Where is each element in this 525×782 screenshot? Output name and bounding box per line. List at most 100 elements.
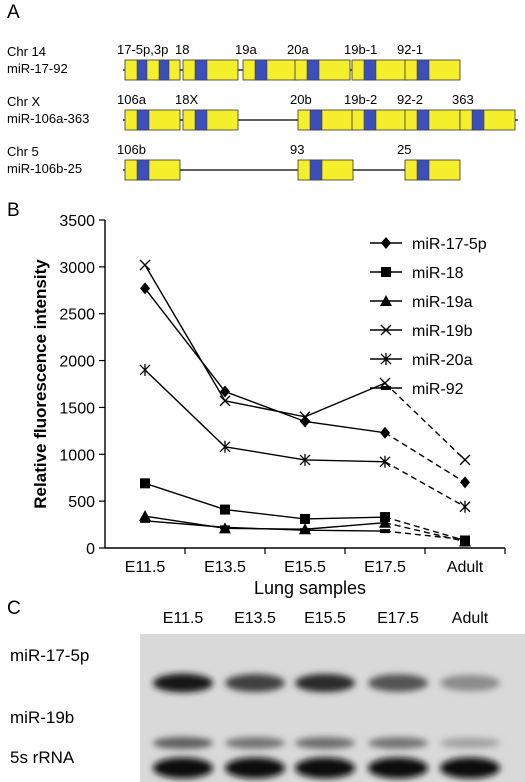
series-line-dashed [384, 461, 466, 508]
precursor-box [297, 109, 354, 131]
x-tick-label: E17.5 [364, 559, 406, 576]
y-tick-label: 3000 [59, 260, 95, 277]
x-marker [299, 411, 311, 423]
precursor-box [351, 109, 408, 131]
diamond-marker [381, 237, 391, 249]
y-tick-label: 1500 [59, 400, 95, 417]
series-line-dashed [384, 432, 466, 483]
legend-label: miR-92 [412, 381, 464, 398]
mature-region [254, 59, 268, 81]
gene-label: 17-5p,3p [117, 42, 168, 57]
y-tick-label: 2500 [59, 307, 95, 324]
panel-b-letter: B [7, 200, 20, 221]
blot-band [295, 673, 355, 693]
northern-blot-panel: E11.5 E13.5 E15.5 E17.5 Adult miR-17-5p miR-19… [0, 598, 525, 782]
mature-region [194, 59, 208, 81]
cluster-name: miR-106a-363 [7, 111, 90, 126]
chromosome-label: Chr 5 [7, 144, 39, 159]
mature-region [309, 159, 323, 181]
mature-region [416, 159, 430, 181]
gene-label: 19b-1 [344, 42, 377, 57]
blot-band [225, 737, 285, 749]
series-line [144, 264, 386, 418]
blot-band [153, 736, 213, 750]
star-marker [219, 440, 231, 453]
mature-region [416, 109, 430, 131]
mature-region [194, 109, 208, 131]
precursor-box [404, 159, 461, 181]
dash-marker [140, 518, 150, 523]
blot-image [140, 634, 525, 782]
blot-row-label: miR-17-5p [10, 646, 90, 665]
triangle-marker [380, 295, 392, 306]
square-marker [300, 513, 310, 524]
gene-label: 106b [117, 142, 146, 157]
y-tick-label: 2000 [59, 354, 95, 371]
series-miR-19b [139, 259, 471, 466]
blot-band [225, 757, 285, 779]
series-line-dashed [384, 530, 466, 541]
precursor-box [124, 159, 181, 181]
gene-label: 92-1 [397, 42, 423, 57]
x-axis-label: Lung samples [254, 578, 366, 598]
blot-band [153, 757, 213, 779]
blot-band [295, 757, 355, 779]
cluster-name: miR-17-92 [7, 61, 68, 76]
gene-label: 18 [175, 42, 189, 57]
precursor-box [124, 109, 181, 131]
mature-region [416, 59, 430, 81]
legend-label: miR-19a [412, 294, 473, 311]
mature-region [363, 59, 377, 81]
square-marker [140, 478, 150, 489]
gene-label: 106a [117, 92, 147, 107]
x-tick-label: E13.5 [204, 559, 246, 576]
blot-band [225, 674, 285, 692]
precursor-box [242, 59, 299, 81]
cluster-label: Chr X miR-106a-363 [7, 93, 89, 127]
membrane [140, 634, 525, 782]
mature-region [306, 59, 320, 81]
precursor-box [182, 59, 239, 81]
blot-band [440, 674, 500, 692]
blot-row-label: 5s rRNA [10, 748, 75, 767]
series-line-dashed [384, 522, 466, 543]
x-marker [139, 259, 151, 271]
panel-a-letter: A [7, 2, 20, 23]
precursor-box [182, 109, 239, 131]
dash-marker [300, 528, 310, 533]
blot-band [153, 673, 213, 693]
gene-label: 18X [175, 92, 198, 107]
lane-label: Adult [451, 610, 489, 627]
gene-label: 93 [290, 142, 304, 157]
x-tick-label: E15.5 [284, 559, 326, 576]
lane-label: E11.5 [162, 610, 204, 627]
diamond-marker [380, 426, 390, 439]
lane-label: E17.5 [377, 610, 419, 627]
gene-label: 92-2 [397, 92, 423, 107]
legend-label: miR-19b [412, 323, 473, 340]
y-tick-label: 3500 [59, 213, 95, 230]
gene-label: 19a [235, 42, 257, 57]
mature-region [136, 59, 148, 81]
blot-band [440, 757, 500, 779]
lane-label: E13.5 [234, 610, 276, 627]
y-axis-label: Relative fluorescence intensity [31, 259, 50, 509]
legend-label: miR-20a [412, 352, 473, 369]
lane-label: E15.5 [304, 610, 346, 627]
series-line [144, 482, 386, 520]
blot-row-label: miR-19b [10, 708, 75, 727]
triangle-marker [139, 510, 151, 522]
precursor-box [124, 59, 181, 81]
x-marker [219, 395, 231, 407]
series-line [144, 287, 386, 434]
mature-region [158, 59, 170, 81]
precursor-box [297, 159, 354, 181]
legend-label: miR-17-5p [412, 236, 487, 253]
y-tick-label: 0 [86, 541, 95, 558]
star-marker [379, 455, 391, 468]
star-marker [380, 353, 392, 365]
star-marker [299, 453, 311, 466]
dash-marker [381, 386, 391, 390]
gene-label: 363 [452, 92, 474, 107]
panel-c-letter: C [7, 598, 21, 619]
